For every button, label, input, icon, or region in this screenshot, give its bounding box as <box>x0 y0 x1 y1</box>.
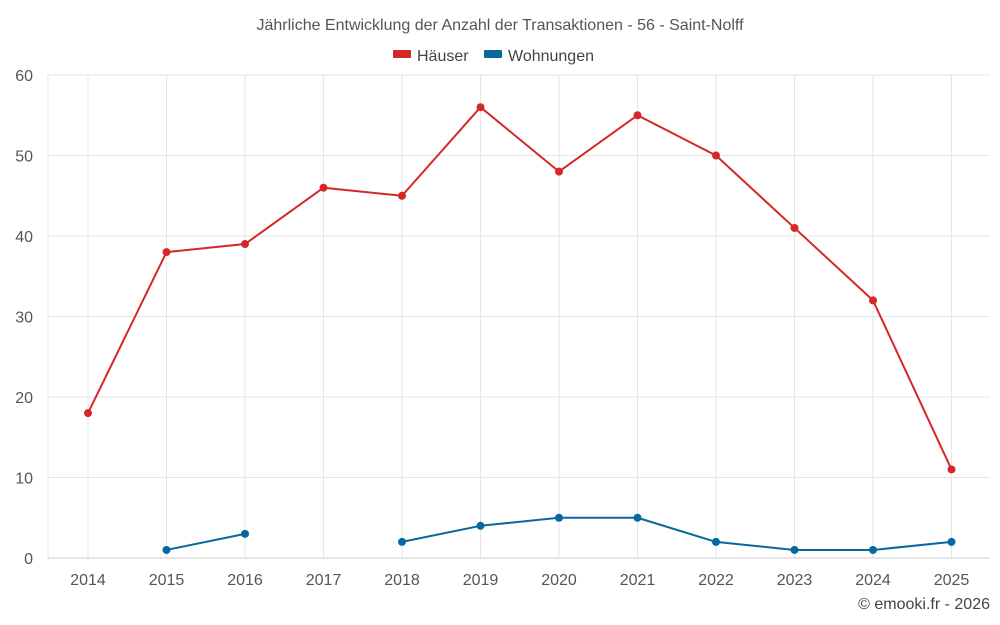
y-axis: 0 10 20 30 40 50 60 <box>15 68 33 568</box>
x-tick-label: 2023 <box>777 572 813 589</box>
x-axis: 2014 2015 2016 2017 2018 2019 2020 2021 2022 2023… <box>48 557 990 589</box>
y-tick-label: 10 <box>15 471 33 488</box>
credit-text: © emooki.fr - 2026 <box>858 596 990 613</box>
data-point[interactable] <box>790 545 799 554</box>
series-wohnungen <box>162 513 956 554</box>
x-tick-label: 2022 <box>698 572 734 589</box>
x-tick-label: 2015 <box>149 572 185 589</box>
series-line <box>166 516 952 551</box>
x-tick-label: 2016 <box>227 572 263 589</box>
y-tick-label: 50 <box>15 149 33 166</box>
x-tick-label: 2020 <box>541 572 577 589</box>
data-point[interactable] <box>162 545 171 554</box>
data-point[interactable] <box>947 465 956 474</box>
x-tick-label: 2014 <box>70 572 106 589</box>
data-point[interactable] <box>476 521 485 530</box>
data-point[interactable] <box>555 513 563 522</box>
y-tick-label: 40 <box>15 229 33 246</box>
data-point[interactable] <box>162 248 171 257</box>
legend: Häuser Wohnungen <box>393 48 594 65</box>
data-point[interactable] <box>712 537 720 546</box>
data-point[interactable] <box>84 409 92 418</box>
data-point[interactable] <box>712 151 720 160</box>
data-point[interactable] <box>241 529 249 538</box>
data-point[interactable] <box>869 545 877 554</box>
x-tick-label: 2018 <box>384 572 420 589</box>
x-tick-label: 2017 <box>306 572 342 589</box>
x-tick-label: 2024 <box>855 572 891 589</box>
data-point[interactable] <box>241 240 249 249</box>
series-line <box>87 106 953 470</box>
data-point[interactable] <box>476 103 485 112</box>
data-point[interactable] <box>319 183 328 192</box>
y-tick-label: 20 <box>15 390 33 407</box>
x-tick-label: 2021 <box>620 572 656 589</box>
chart-title: Jährliche Entwicklung der Anzahl der Tra… <box>256 17 744 34</box>
data-point[interactable] <box>869 296 877 305</box>
legend-label-wohnungen[interactable]: Wohnungen <box>508 48 594 65</box>
y-tick-label: 30 <box>15 310 33 327</box>
data-point[interactable] <box>790 223 799 232</box>
legend-label-hauser[interactable]: Häuser <box>417 48 469 65</box>
data-point[interactable] <box>633 111 642 120</box>
data-point[interactable] <box>398 191 406 200</box>
y-tick-label: 0 <box>24 551 33 568</box>
legend-swatch-hauser <box>393 50 411 58</box>
series-hauser <box>84 103 956 474</box>
data-point[interactable] <box>633 513 642 522</box>
data-point[interactable] <box>555 167 563 176</box>
legend-swatch-wohnungen <box>484 50 502 58</box>
x-tick-label: 2019 <box>463 572 499 589</box>
x-tick-label: 2025 <box>934 572 970 589</box>
y-tick-label: 60 <box>15 68 33 85</box>
gridlines <box>47 74 990 558</box>
series-layer <box>84 103 956 554</box>
data-point[interactable] <box>398 537 406 546</box>
data-point[interactable] <box>947 537 956 546</box>
